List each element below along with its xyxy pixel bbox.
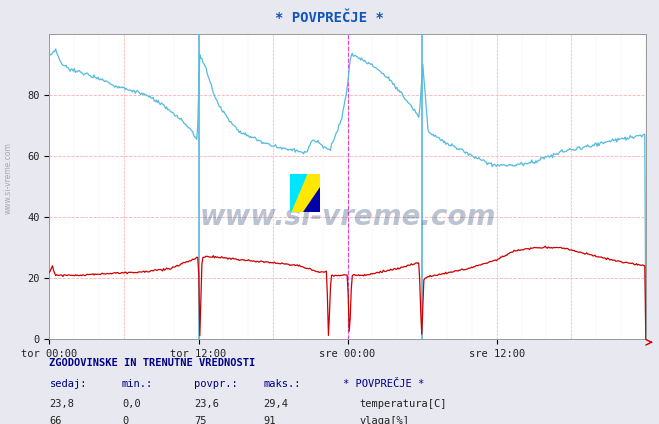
Text: www.si-vreme.com: www.si-vreme.com [200, 203, 496, 231]
Polygon shape [290, 174, 306, 212]
Text: maks.:: maks.: [264, 379, 301, 390]
Text: 23,6: 23,6 [194, 399, 219, 409]
Text: ZGODOVINSKE IN TRENUTNE VREDNOSTI: ZGODOVINSKE IN TRENUTNE VREDNOSTI [49, 358, 256, 368]
Text: 23,8: 23,8 [49, 399, 74, 409]
Text: min.:: min.: [122, 379, 153, 390]
Text: 29,4: 29,4 [264, 399, 289, 409]
Text: 0,0: 0,0 [122, 399, 140, 409]
Text: www.si-vreme.com: www.si-vreme.com [3, 142, 13, 214]
Polygon shape [303, 187, 320, 212]
Text: 66: 66 [49, 416, 62, 424]
Text: 0: 0 [122, 416, 128, 424]
Text: * POVPREČJE *: * POVPREČJE * [275, 11, 384, 25]
Text: povpr.:: povpr.: [194, 379, 238, 390]
Text: 75: 75 [194, 416, 207, 424]
Text: sedaj:: sedaj: [49, 379, 87, 390]
Text: vlaga[%]: vlaga[%] [360, 416, 410, 424]
Text: * POVPREČJE *: * POVPREČJE * [343, 379, 424, 390]
Text: 91: 91 [264, 416, 276, 424]
Text: temperatura[C]: temperatura[C] [360, 399, 447, 409]
